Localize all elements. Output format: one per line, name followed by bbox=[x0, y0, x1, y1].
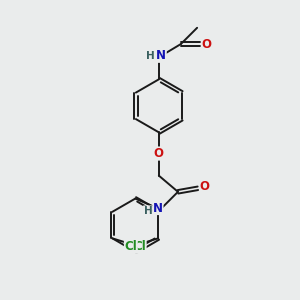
Text: N: N bbox=[153, 202, 163, 214]
Text: Cl: Cl bbox=[124, 240, 137, 253]
Text: O: O bbox=[200, 180, 209, 193]
Text: O: O bbox=[154, 147, 164, 160]
Text: Cl: Cl bbox=[133, 240, 146, 253]
Text: H: H bbox=[146, 51, 155, 61]
Text: O: O bbox=[202, 38, 212, 50]
Text: N: N bbox=[156, 49, 166, 62]
Text: H: H bbox=[144, 206, 152, 216]
